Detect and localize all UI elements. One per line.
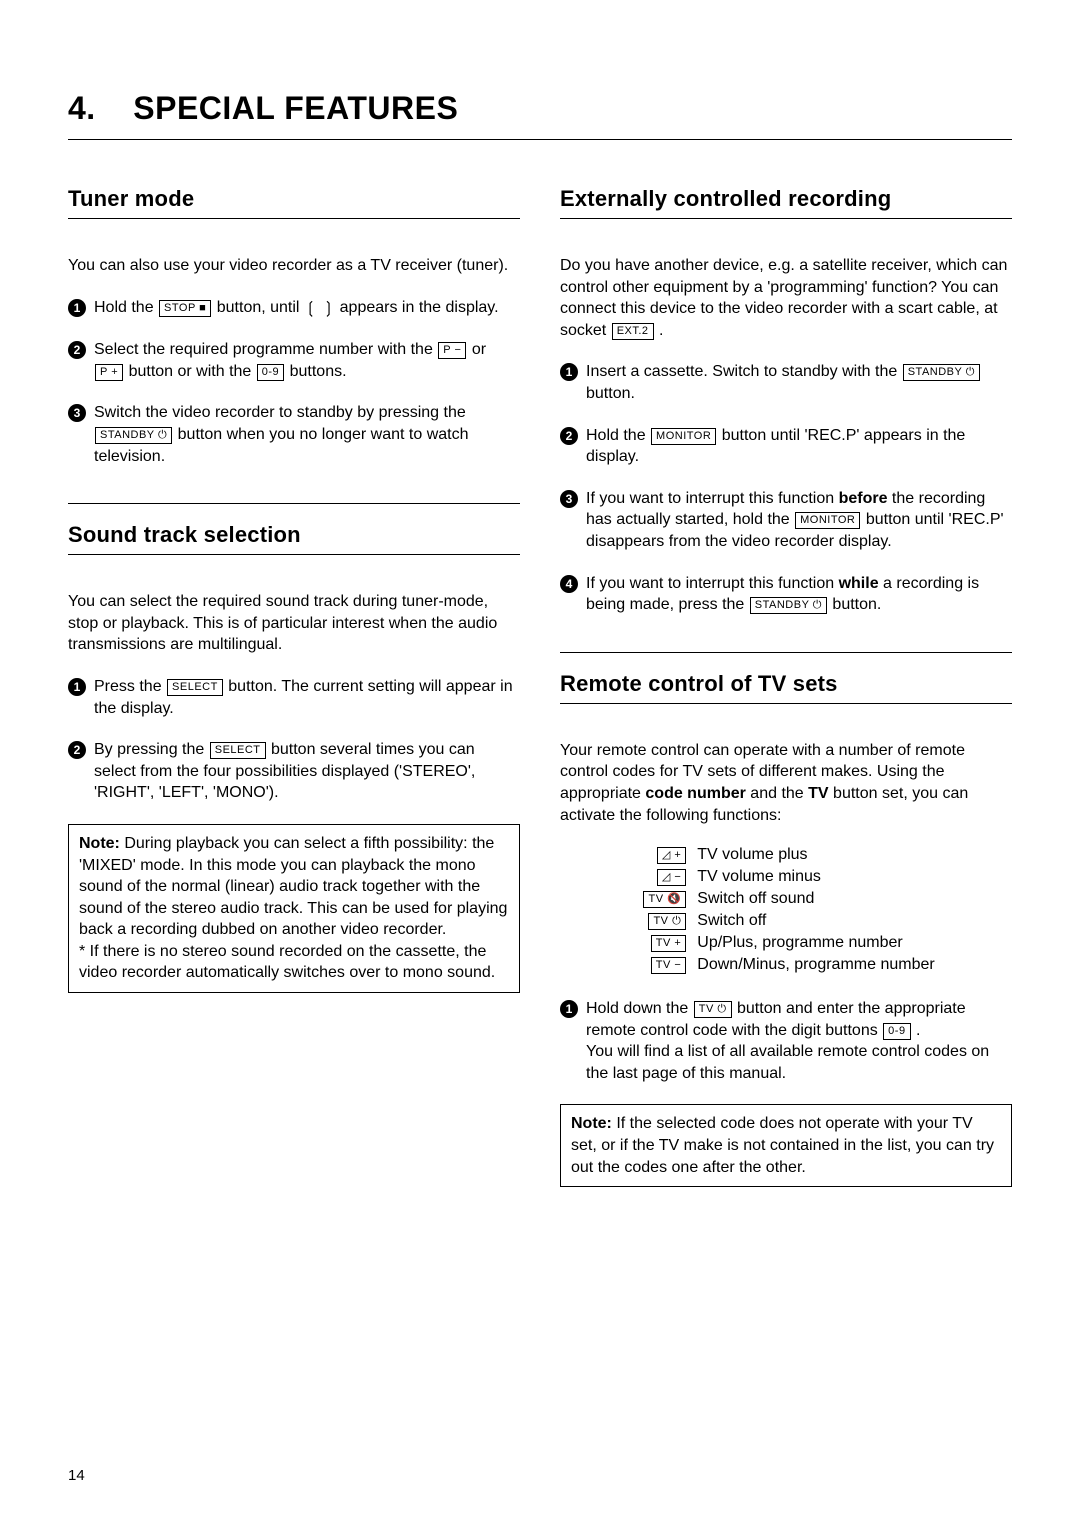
sound-step-1: 1 Press the SELECT button. The current s… bbox=[68, 676, 520, 719]
func-row-progdown: TV − Down/Minus, programme number bbox=[637, 956, 934, 974]
step-text: Hold the MONITOR button until 'REC.P' ap… bbox=[586, 425, 1012, 468]
left-column: Tuner mode You can also use your video r… bbox=[68, 186, 520, 1207]
step-text: Press the SELECT button. The current set… bbox=[94, 676, 520, 719]
tuner-heading: Tuner mode bbox=[68, 186, 520, 212]
select-key: SELECT bbox=[167, 679, 223, 696]
section-rule bbox=[560, 652, 1012, 653]
step-text: Hold the STOP ■ button, until ❲ ❳ appear… bbox=[94, 297, 499, 320]
chapter-rule bbox=[68, 139, 1012, 140]
tuner-step-1: 1 Hold the STOP ■ button, until ❲ ❳ appe… bbox=[68, 297, 520, 320]
standby-key: STANDBY ⏻ bbox=[750, 597, 827, 614]
section-rule bbox=[68, 554, 520, 555]
section-rule bbox=[560, 218, 1012, 219]
note-label: Note: bbox=[79, 835, 120, 852]
ext-step-3: 3 If you want to interrupt this function… bbox=[560, 488, 1012, 553]
step-number-icon: 2 bbox=[560, 427, 578, 445]
func-row-volminus: ◿ − TV volume minus bbox=[637, 868, 934, 886]
step-number-icon: 2 bbox=[68, 741, 86, 759]
vol-plus-key: ◿ + bbox=[657, 847, 686, 864]
monitor-key: MONITOR bbox=[651, 428, 716, 445]
func-row-mute: TV 🔇 Switch off sound bbox=[637, 890, 934, 908]
tv-minus-key: TV − bbox=[651, 957, 687, 974]
remote-intro: Your remote control can operate with a n… bbox=[560, 740, 1012, 826]
standby-key: STANDBY ⏻ bbox=[903, 364, 980, 381]
digits-key: 0-9 bbox=[257, 364, 284, 381]
section-rule bbox=[560, 703, 1012, 704]
tuner-step-2: 2 Select the required programme number w… bbox=[68, 339, 520, 382]
step-text: If you want to interrupt this function w… bbox=[586, 573, 1012, 616]
bracket-icon: ❲ ❳ bbox=[304, 298, 335, 320]
note-label: Note: bbox=[571, 1115, 612, 1132]
step-number-icon: 1 bbox=[560, 363, 578, 381]
step-text: Hold down the TV ⏻ button and enter the … bbox=[586, 998, 1012, 1084]
remote-step-1: 1 Hold down the TV ⏻ button and enter th… bbox=[560, 998, 1012, 1084]
tuner-step-3: 3 Switch the video recorder to standby b… bbox=[68, 402, 520, 467]
step-number-icon: 1 bbox=[560, 1000, 578, 1018]
step-text: If you want to interrupt this function b… bbox=[586, 488, 1012, 553]
vol-minus-key: ◿ − bbox=[657, 869, 686, 886]
select-key: SELECT bbox=[210, 742, 266, 759]
step-number-icon: 3 bbox=[560, 490, 578, 508]
section-rule bbox=[68, 218, 520, 219]
tv-power-key: TV ⏻ bbox=[694, 1001, 732, 1018]
page-number: 14 bbox=[68, 1467, 85, 1484]
monitor-key: MONITOR bbox=[795, 512, 860, 529]
remote-heading: Remote control of TV sets bbox=[560, 671, 1012, 697]
tv-power-key: TV ⏻ bbox=[648, 913, 686, 930]
tv-mute-key: TV 🔇 bbox=[643, 891, 686, 908]
func-row-off: TV ⏻ Switch off bbox=[637, 912, 934, 930]
step-number-icon: 2 bbox=[68, 341, 86, 359]
remote-functions-table: ◿ + TV volume plus ◿ − TV volume minus T… bbox=[637, 846, 934, 978]
step-number-icon: 4 bbox=[560, 575, 578, 593]
two-column-layout: Tuner mode You can also use your video r… bbox=[68, 186, 1012, 1207]
ext-step-1: 1 Insert a cassette. Switch to standby w… bbox=[560, 361, 1012, 404]
chapter-number: 4. bbox=[68, 90, 96, 126]
func-row-volplus: ◿ + TV volume plus bbox=[637, 846, 934, 864]
stop-key: STOP ■ bbox=[159, 300, 211, 317]
step-number-icon: 3 bbox=[68, 404, 86, 422]
tuner-intro: You can also use your video recorder as … bbox=[68, 255, 520, 277]
step-number-icon: 1 bbox=[68, 678, 86, 696]
digits-key: 0-9 bbox=[883, 1023, 910, 1040]
ext-heading: Externally controlled recording bbox=[560, 186, 1012, 212]
func-row-progup: TV + Up/Plus, programme number bbox=[637, 934, 934, 952]
section-rule bbox=[68, 503, 520, 504]
standby-key: STANDBY ⏻ bbox=[95, 427, 172, 444]
step-number-icon: 1 bbox=[68, 299, 86, 317]
ext-step-4: 4 If you want to interrupt this function… bbox=[560, 573, 1012, 616]
step-text: By pressing the SELECT button several ti… bbox=[94, 739, 520, 804]
p-minus-key: P − bbox=[438, 342, 466, 359]
remote-note-box: Note: If the selected code does not oper… bbox=[560, 1104, 1012, 1187]
tv-plus-key: TV + bbox=[651, 935, 687, 952]
ext-step-2: 2 Hold the MONITOR button until 'REC.P' … bbox=[560, 425, 1012, 468]
right-column: Externally controlled recording Do you h… bbox=[560, 186, 1012, 1207]
sound-note-box: Note: During playback you can select a f… bbox=[68, 824, 520, 993]
ext-intro: Do you have another device, e.g. a satel… bbox=[560, 255, 1012, 341]
step-text: Switch the video recorder to standby by … bbox=[94, 402, 520, 467]
sound-heading: Sound track selection bbox=[68, 522, 520, 548]
step-text: Insert a cassette. Switch to standby wit… bbox=[586, 361, 1012, 404]
step-text: Select the required programme number wit… bbox=[94, 339, 520, 382]
chapter-name: SPECIAL FEATURES bbox=[133, 90, 458, 126]
chapter-title: 4. SPECIAL FEATURES bbox=[68, 90, 1012, 127]
sound-step-2: 2 By pressing the SELECT button several … bbox=[68, 739, 520, 804]
sound-intro: You can select the required sound track … bbox=[68, 591, 520, 656]
ext2-key: EXT.2 bbox=[612, 323, 654, 340]
p-plus-key: P + bbox=[95, 364, 123, 381]
